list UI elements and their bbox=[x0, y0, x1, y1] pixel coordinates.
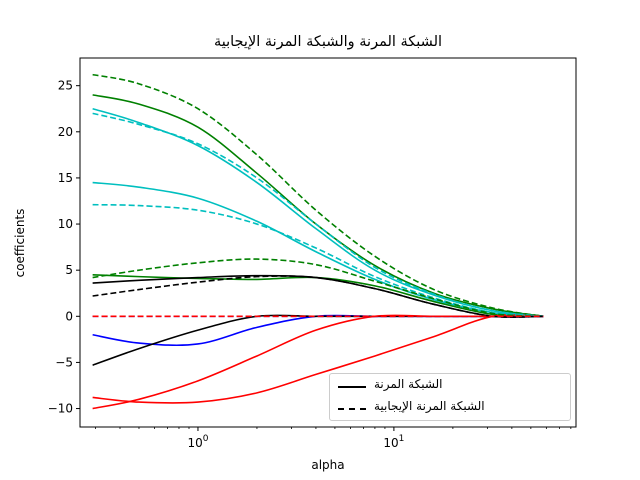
y-tick-label: 15 bbox=[58, 171, 73, 185]
x-axis-label: alpha bbox=[311, 458, 345, 472]
series-group bbox=[92, 73, 544, 410]
legend: الشبكة المرنة الشبكة المرنة الإيجابية bbox=[329, 373, 571, 421]
series-line bbox=[92, 181, 544, 318]
y-tick-label: −10 bbox=[48, 402, 73, 416]
series-line bbox=[92, 107, 544, 318]
legend-label: الشبكة المرنة الإيجابية bbox=[374, 399, 485, 413]
axes-frame bbox=[79, 57, 577, 428]
series-line bbox=[92, 314, 544, 404]
legend-label: الشبكة المرنة bbox=[374, 377, 443, 391]
legend-item-enet: الشبكة المرنة bbox=[330, 376, 570, 396]
legend-item-positive-enet: الشبكة المرنة الإيجابية bbox=[330, 398, 570, 418]
y-tick-label: 20 bbox=[58, 125, 73, 139]
solid-line-swatch bbox=[338, 386, 366, 388]
y-tick-label: 10 bbox=[58, 217, 73, 231]
dashed-line-swatch bbox=[338, 408, 366, 410]
x-tick-label: 100 bbox=[187, 434, 208, 450]
series-line bbox=[92, 203, 544, 318]
series-line bbox=[92, 275, 544, 318]
y-tick-label: 25 bbox=[58, 79, 73, 93]
y-tick-label: 5 bbox=[65, 263, 73, 277]
series-line bbox=[92, 112, 544, 318]
series-line bbox=[92, 258, 544, 318]
series-line bbox=[92, 314, 544, 366]
series-line bbox=[92, 94, 544, 318]
x-tick-label: 101 bbox=[383, 434, 404, 450]
chart-title: الشبكة المرنة والشبكة المرنة الإيجابية bbox=[213, 34, 443, 50]
y-tick-label: −5 bbox=[55, 355, 73, 369]
y-tick-label: 0 bbox=[65, 309, 73, 323]
